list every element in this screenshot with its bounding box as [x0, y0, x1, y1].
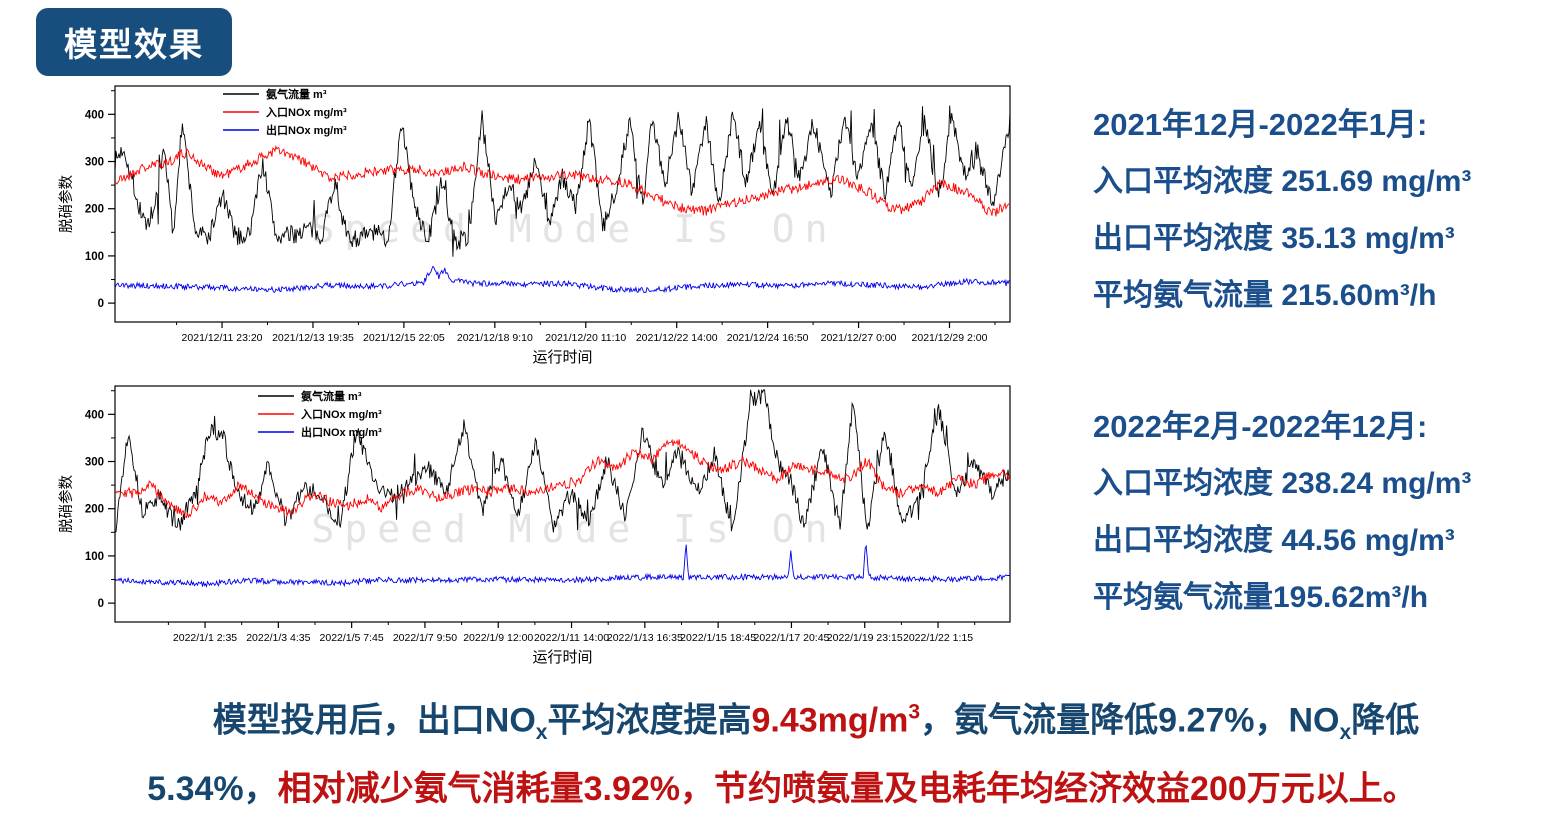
stats-line: 入口平均浓度 251.69 mg/m³	[1093, 165, 1472, 198]
x-axis-label: 运行时间	[532, 649, 592, 666]
stats-line: 入口平均浓度 238.24 mg/m³	[1093, 467, 1472, 500]
stats-line: 平均氨气流量195.62m³/h	[1093, 581, 1429, 614]
series-outlet-nox	[115, 544, 1010, 589]
series-inlet-nox	[115, 144, 1010, 217]
stats-heading: 2022年2月-2022年12月:	[1093, 409, 1428, 444]
summary-segment: x	[535, 721, 548, 745]
x-tick-label: 2022/1/19 23:15	[827, 632, 903, 644]
series-outlet-nox	[115, 265, 1010, 294]
svg-text:100: 100	[85, 551, 104, 563]
summary-text: 模型投用后，出口NOx平均浓度提高9.43mg/m3，氨气流量降低9.27%，N…	[60, 684, 1504, 818]
stats-heading: 2021年12月-2022年1月:	[1093, 107, 1428, 142]
x-tick-label: 2021/12/22 14:00	[636, 332, 718, 344]
summary-line: 模型投用后，出口NOx平均浓度提高9.43mg/m3，氨气流量降低9.27%，N…	[60, 684, 1504, 761]
svg-text:0: 0	[98, 598, 104, 610]
summary-segment: 3	[908, 701, 921, 724]
summary-segment: 相对减少氨气消耗量3.92%，节约喷氨量及电耗年均经济效益200万元以上。	[277, 770, 1417, 809]
summary-segment: 5.34%，	[147, 770, 278, 809]
x-tick-label: 2021/12/11 23:20	[182, 332, 263, 344]
summary-segment: 平均浓度提高	[547, 701, 752, 740]
legend-label: 出口NOx mg/m³	[266, 123, 347, 137]
summary-segment: 9.43mg/m	[751, 701, 909, 740]
legend-label: 入口NOx mg/m³	[266, 106, 347, 119]
x-tick-label: 2022/1/11 14:00	[534, 632, 609, 644]
summary-segment: x	[1339, 721, 1352, 745]
x-tick-label: 2022/1/3 4:35	[246, 632, 310, 644]
svg-text:400: 400	[85, 409, 104, 421]
page-title: 模型效果	[36, 8, 232, 76]
x-tick-label: 2021/12/27 0:00	[821, 332, 897, 344]
legend-label: 氨气流量 m³	[266, 87, 327, 101]
x-tick-label: 2022/1/7 9:50	[393, 632, 457, 644]
x-tick-label: 2021/12/20 11:10	[545, 332, 626, 344]
summary-segment: 模型投用后，出口NO	[144, 701, 536, 740]
svg-text:200: 200	[85, 204, 104, 216]
legend-label: 入口NOx mg/m³	[301, 408, 382, 421]
watermark-text: Speed Mode Is On	[311, 207, 837, 251]
x-tick-label: 2022/1/13 16:35	[607, 632, 683, 644]
x-tick-label: 2022/1/15 18:45	[680, 632, 756, 644]
x-tick-label: 2021/12/24 16:50	[727, 332, 809, 344]
x-tick-label: 2022/1/1 2:35	[173, 632, 237, 644]
series-ammonia-flow	[115, 105, 1010, 257]
series-inlet-nox	[115, 438, 1010, 519]
chart-period1: Speed Mode Is On 0 100 200 300 400 2021/12/11 …	[58, 85, 1011, 366]
watermark-text: Speed Mode Is On	[311, 507, 837, 551]
summary-line: 5.34%，相对减少氨气消耗量3.92%，节约喷氨量及电耗年均经济效益200万元…	[60, 761, 1504, 818]
legend-label: 出口NOx mg/m³	[301, 425, 382, 439]
x-tick-label: 2022/1/5 7:45	[320, 632, 384, 644]
svg-text:100: 100	[85, 251, 104, 263]
svg-text:300: 300	[85, 157, 104, 169]
x-axis-label: 运行时间	[532, 349, 592, 366]
stats-line: 出口平均浓度 35.13 mg/m³	[1093, 222, 1455, 255]
svg-text:300: 300	[85, 457, 104, 469]
x-tick-label: 2022/1/17 20:45	[753, 632, 829, 644]
y-axis-label: 脱硝参数	[58, 475, 75, 533]
x-tick-label: 2022/1/22 1:15	[903, 632, 973, 644]
summary-segment: ，氨气流量降低9.27%，NO	[920, 701, 1340, 740]
x-tick-label: 2021/12/29 2:00	[912, 332, 988, 344]
svg-text:400: 400	[85, 109, 104, 121]
stats-line: 平均氨气流量 215.60m³/h	[1093, 279, 1437, 312]
summary-segment: 降低	[1351, 701, 1420, 740]
x-tick-label: 2021/12/13 19:35	[272, 332, 354, 344]
stats-line: 出口平均浓度 44.56 mg/m³	[1093, 524, 1455, 557]
series-ammonia-flow	[115, 389, 1010, 533]
svg-text:200: 200	[85, 504, 104, 516]
y-axis-label: 脱硝参数	[58, 175, 75, 233]
stats-period1: 2021年12月-2022年1月: 入口平均浓度 251.69 mg/m³ 出口平均…	[1093, 96, 1563, 324]
svg-text:0: 0	[98, 298, 104, 310]
x-tick-label: 2021/12/18 9:10	[457, 332, 533, 344]
chart-period2: Speed Mode Is On 0 100 200 300 400 2022/1/1 2:…	[58, 385, 1011, 666]
x-tick-label: 2021/12/15 22:05	[363, 332, 445, 344]
stats-period2: 2022年2月-2022年12月: 入口平均浓度 238.24 mg/m³ 出口平均…	[1093, 398, 1563, 626]
legend-label: 氨气流量 m³	[301, 389, 362, 403]
x-tick-label: 2022/1/9 12:00	[463, 632, 533, 644]
